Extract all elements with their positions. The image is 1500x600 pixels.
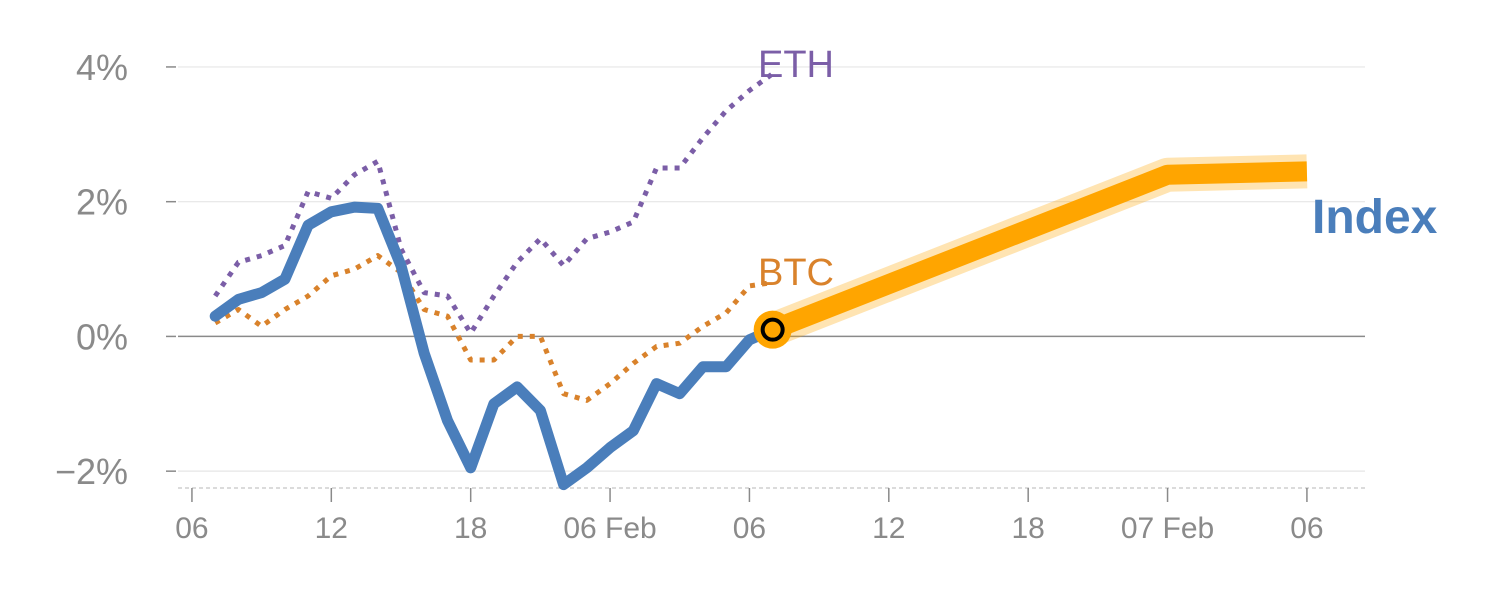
y-tick-label: 4%: [76, 47, 128, 88]
index-series-line: [209, 201, 779, 491]
x-tick-label: 06 Feb: [563, 512, 656, 545]
series-lines: [209, 71, 779, 491]
x-tick-label: 06: [733, 512, 766, 545]
series-labels: ETH BTC Index: [758, 44, 1438, 294]
y-tick-label: 2%: [76, 182, 128, 223]
eth-series-line: [213, 71, 775, 336]
x-tick-label: 18: [1011, 512, 1044, 545]
index-series-label: Index: [1312, 191, 1438, 244]
x-tick-label: 18: [454, 512, 487, 545]
y-axis: 4% 2% 0% −2%: [55, 47, 176, 492]
forecast-line: [769, 161, 1308, 340]
current-point-marker: [753, 310, 792, 349]
eth-series-label: ETH: [758, 44, 834, 86]
y-tick-label: 0%: [76, 316, 128, 357]
x-tick-label: 12: [872, 512, 905, 545]
y-tick-label: −2%: [55, 451, 128, 492]
forecast-line: [766, 154, 1308, 346]
btc-series-label: BTC: [758, 252, 834, 294]
current-point-dot: [760, 317, 785, 342]
x-tick-label: 07 Feb: [1121, 512, 1214, 545]
x-tick-label: 06: [175, 512, 208, 545]
x-tick-label: 06: [1290, 512, 1323, 545]
x-axis: 06 12 18 06 Feb 06 12 18 07 Feb 06: [175, 487, 1365, 545]
btc-series-line: [213, 253, 774, 403]
x-tick-label: 12: [315, 512, 348, 545]
